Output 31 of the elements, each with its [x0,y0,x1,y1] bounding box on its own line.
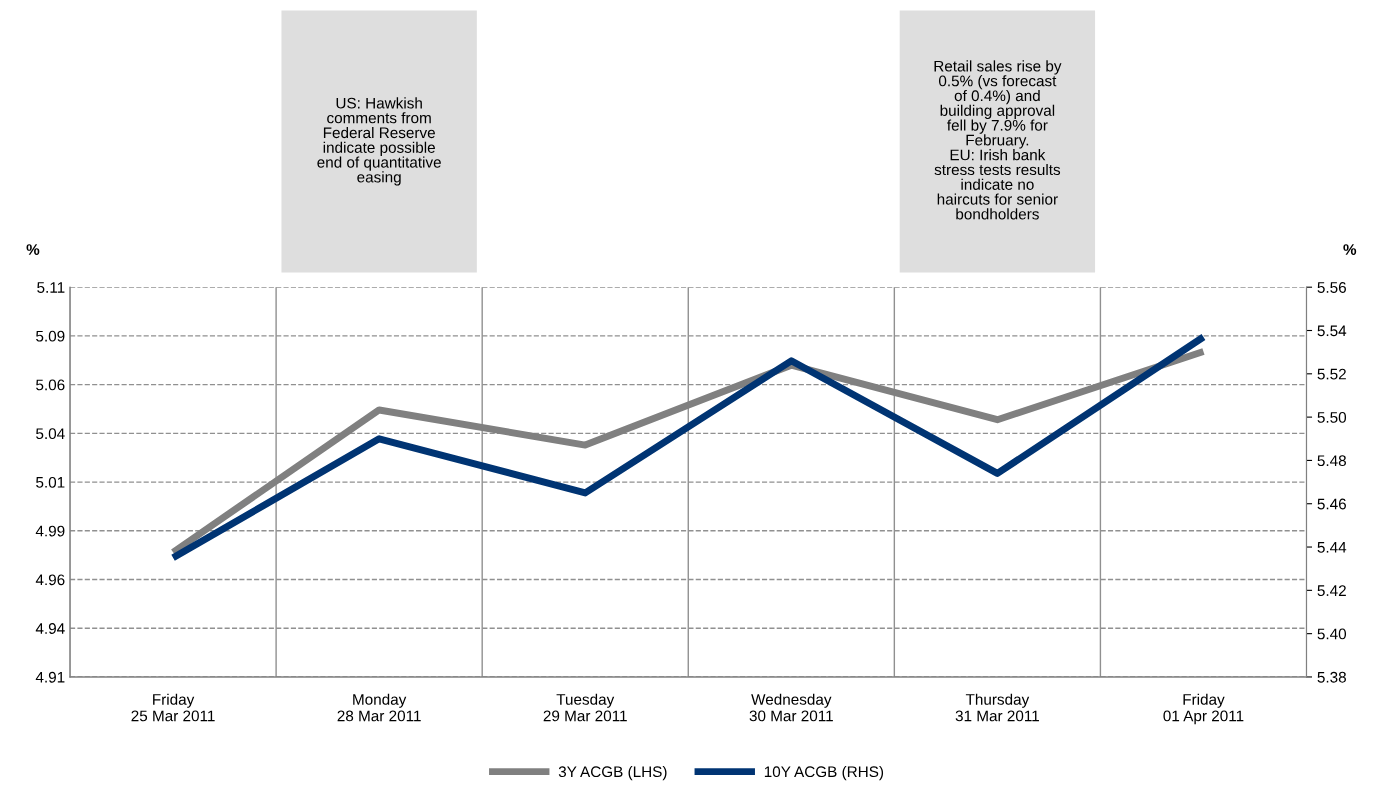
y2-tick-label: 5.48 [1317,455,1346,467]
y-axis-title: % [26,244,40,255]
x-tick-label: Friday 25 Mar 2011 [131,693,215,722]
y2-axis-title: % [1343,244,1357,255]
y2-tick-label: 5.38 [1317,671,1346,683]
x-tick-label: Tuesday 29 Mar 2011 [543,693,627,722]
y2-tick-label: 5.44 [1317,542,1347,553]
y-tick-label: 5.06 [36,379,65,391]
x-tick-label: Thursday 31 Mar 2011 [955,693,1039,722]
text: US: Hawkish comments from Federal Reserve indicate possible end of quantitative easing [317,97,441,186]
y-tick-label: 4.94 [35,623,65,634]
y2-tick-label: 5.46 [1317,498,1346,510]
y2-tick-label: 5.56 [1317,282,1346,293]
x-tick-label: Wednesday 30 Mar 2011 [749,693,833,722]
x-tick-label: Friday 01 Apr 2011 [1163,693,1244,725]
y-tick-label: 5.04 [36,428,65,440]
y2-tick-label: 5.42 [1317,585,1346,597]
y2-tick-label: 5.50 [1317,411,1347,423]
text: Retail sales rise by 0.5% (vs forecast of 0.4%) and building approval fell by 7.9% for February. EU: Irish bank stress tests results indicate no haircuts for senior bondholders [934,60,1062,220]
legend-label: 3Y ACGB (LHS) [558,765,667,781]
y-tick-label: 5.11 [37,282,65,293]
y-tick-label: 4.91 [35,671,65,683]
y-tick-label: 4.96 [35,574,65,586]
y2-tick-label: 5.52 [1317,368,1346,380]
legend-label: 10Y ACGB (RHS) [764,765,884,781]
y-tick-label: 5.01 [36,476,65,488]
y2-tick-label: 5.40 [1317,628,1347,640]
y-tick-label: 5.09 [36,330,65,342]
x-tick-label: Monday 28 Mar 2011 [337,693,421,722]
y-tick-label: 4.99 [35,525,65,537]
y2-tick-label: 5.54 [1317,325,1347,337]
